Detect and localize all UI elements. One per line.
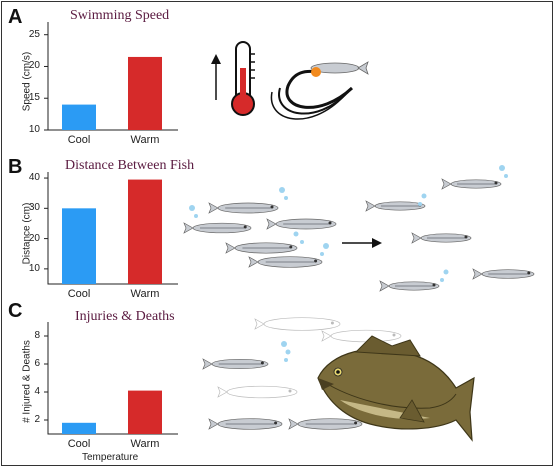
fish-tail xyxy=(217,386,228,398)
y-tick-label: 10 xyxy=(28,262,40,274)
panel-letter-a: A xyxy=(8,6,23,28)
y-tick-label: 4 xyxy=(34,386,40,397)
fish-eye xyxy=(314,259,318,263)
fish-eye xyxy=(330,321,334,325)
fish-burst-icon xyxy=(270,61,369,120)
bubble xyxy=(300,240,304,244)
fish-tail xyxy=(365,200,376,212)
fish-eye xyxy=(494,181,498,185)
fish-eye xyxy=(328,221,332,225)
x-tick-label: Cool xyxy=(67,438,91,450)
right-arrow-icon xyxy=(342,238,382,248)
bubble xyxy=(443,269,449,275)
y-axis-label: Speed (cm/s) xyxy=(21,51,33,112)
x-tick-label: Warm xyxy=(130,288,160,300)
fish-body xyxy=(263,317,341,331)
x-tick-label: Cool xyxy=(67,134,91,146)
y-tick-label: 2 xyxy=(34,414,40,425)
fish-tail xyxy=(379,280,390,292)
fish-tail xyxy=(321,330,332,342)
bubbles-icon xyxy=(189,165,508,362)
temperature-axis-label: Temperature xyxy=(82,452,139,463)
fish-school-spread-icon xyxy=(365,178,535,292)
bubble xyxy=(504,174,508,178)
y-tick-label: 20 xyxy=(28,232,40,244)
ghost-fish-icon xyxy=(202,317,402,430)
fish-eye xyxy=(274,421,278,425)
fish-eye xyxy=(464,235,468,239)
fish-tail xyxy=(183,222,194,234)
fish-tail xyxy=(266,218,277,230)
y-axis-label: # Injured & Deaths xyxy=(21,340,33,423)
fish-tail xyxy=(225,242,236,254)
panel-letter-c: C xyxy=(8,300,23,322)
bubble xyxy=(440,278,444,282)
bass-predator-icon xyxy=(317,335,475,442)
y-tick-label: 40 xyxy=(28,172,40,184)
bubble xyxy=(279,187,285,193)
y-tick-label: 25 xyxy=(28,28,40,40)
bar-warm xyxy=(128,390,162,434)
y-tick-label: 6 xyxy=(34,358,40,369)
panel-letter-b: B xyxy=(8,156,23,178)
up-arrow-icon xyxy=(211,54,221,100)
bubble xyxy=(323,243,329,249)
fish-eye xyxy=(527,271,531,275)
y-tick-label: 10 xyxy=(28,124,40,135)
fish-eye xyxy=(288,389,292,393)
x-tick-label: Warm xyxy=(130,438,160,450)
bar-cool xyxy=(62,104,96,130)
fish-tail xyxy=(248,256,259,268)
panel-title-c: Injuries & Deaths xyxy=(75,309,175,324)
y-tick-label: 30 xyxy=(28,202,40,214)
fish-tail xyxy=(254,318,265,330)
fish-tail xyxy=(208,418,219,430)
bubble xyxy=(320,252,324,256)
bar-warm xyxy=(128,179,162,284)
fish-body xyxy=(226,385,298,399)
bar-cool xyxy=(62,422,96,434)
bar-warm xyxy=(128,56,162,130)
fish-eye xyxy=(243,225,247,229)
fish-eye xyxy=(270,205,274,209)
fish-eye xyxy=(260,361,264,365)
fish-school-icon xyxy=(183,202,337,268)
bar-cool xyxy=(62,208,96,284)
bubble xyxy=(284,196,288,200)
bubble xyxy=(284,358,288,362)
fish-eye xyxy=(289,245,293,249)
bubble xyxy=(293,231,299,237)
bubble xyxy=(418,202,422,206)
bubble xyxy=(499,165,505,171)
x-tick-label: Warm xyxy=(130,134,160,146)
fish-tail xyxy=(208,202,219,214)
y-axis-label: Distance (cm) xyxy=(21,202,33,265)
fish-eye xyxy=(354,421,358,425)
bubble xyxy=(281,341,287,347)
bubble xyxy=(194,214,198,218)
fish-eye xyxy=(392,333,396,337)
fish-tail xyxy=(288,418,299,430)
fish-tail xyxy=(441,178,452,190)
y-tick-label: 20 xyxy=(28,60,40,72)
panel-title-b: Distance Between Fish xyxy=(65,158,195,173)
y-tick-label: 8 xyxy=(34,330,40,341)
bubble xyxy=(189,205,195,211)
panel-title-a: Swimming Speed xyxy=(70,8,170,23)
y-tick-label: 15 xyxy=(28,92,40,104)
fish-eye xyxy=(432,283,436,287)
thermometer-icon xyxy=(231,41,255,116)
bubble xyxy=(421,193,427,199)
fish-tail xyxy=(411,232,422,244)
x-tick-label: Cool xyxy=(67,288,91,300)
fish-tail xyxy=(472,268,483,280)
fish-tail xyxy=(202,358,213,370)
fish-body xyxy=(330,329,402,343)
bubble xyxy=(285,349,291,355)
